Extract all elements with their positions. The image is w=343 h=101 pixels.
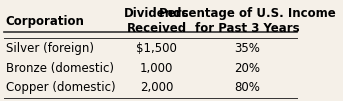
Text: Silver (foreign): Silver (foreign) [6, 42, 94, 55]
Text: 2,000: 2,000 [140, 81, 173, 94]
Text: 35%: 35% [235, 42, 260, 55]
Text: 20%: 20% [234, 62, 260, 75]
Text: 80%: 80% [235, 81, 260, 94]
Text: Dividends
Received: Dividends Received [124, 7, 189, 35]
Text: Bronze (domestic): Bronze (domestic) [6, 62, 114, 75]
Text: $1,500: $1,500 [136, 42, 177, 55]
Text: Copper (domestic): Copper (domestic) [6, 81, 116, 94]
Text: Corporation: Corporation [6, 15, 85, 28]
Text: 1,000: 1,000 [140, 62, 173, 75]
Text: Percentage of U.S. Income
for Past 3 Years: Percentage of U.S. Income for Past 3 Yea… [159, 7, 336, 35]
